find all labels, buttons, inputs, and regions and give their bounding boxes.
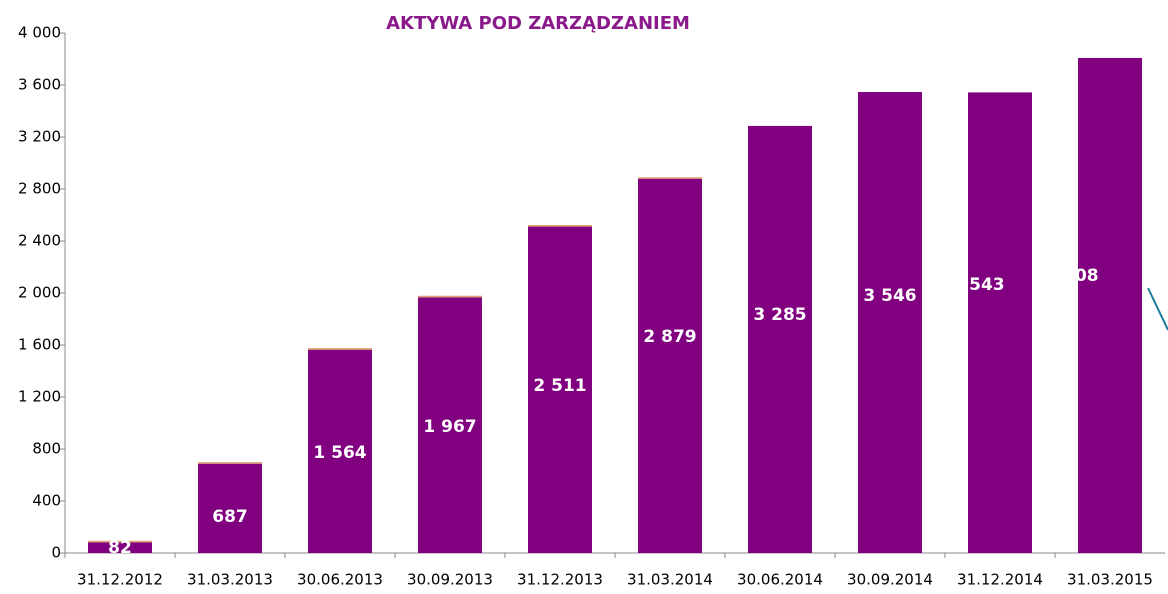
value-label: 1 967 (423, 417, 476, 437)
bar (528, 226, 592, 553)
annotation-line (1147, 287, 1168, 331)
bar (748, 125, 812, 553)
bar (858, 92, 922, 554)
chart-title: AKTYWA POD ZARZĄDZANIEM (386, 13, 690, 34)
bar (308, 348, 372, 350)
bar (638, 177, 702, 179)
y-tick-label: 0 (51, 544, 61, 562)
bar (308, 349, 372, 553)
y-tick-label: 4 000 (18, 24, 61, 42)
x-tick-label: 31.12.2014 (957, 571, 1043, 589)
bar (968, 92, 1032, 553)
bar (1078, 57, 1142, 554)
y-tick-label: 3 200 (18, 128, 61, 146)
x-tick-label: 30.09.2013 (407, 571, 493, 589)
y-tick-label: 800 (32, 440, 61, 458)
x-tick-label: 31.03.2014 (627, 571, 713, 589)
x-tick-label: 31.12.2013 (517, 571, 603, 589)
bar (198, 463, 262, 553)
bar (418, 295, 482, 298)
value-label: 687 (212, 507, 248, 527)
y-tick-label: 2 400 (18, 232, 61, 250)
value-label: 3 546 (863, 286, 916, 306)
value-label: 2 879 (643, 327, 696, 347)
bar (638, 178, 702, 554)
value-label: 2 511 (533, 376, 586, 396)
y-tick-label: 2 000 (18, 284, 61, 302)
bar (528, 225, 592, 227)
y-tick-label: 1 600 (18, 336, 61, 354)
x-tick-label: 31.03.2015 (1067, 571, 1153, 589)
value-label: 3 285 (753, 305, 806, 325)
bar (88, 542, 152, 553)
x-tick-label: 31.12.2012 (77, 571, 163, 589)
value-label: 1 564 (313, 443, 366, 463)
value-label: 82 (108, 538, 132, 558)
x-tick-label: 30.09.2014 (847, 571, 933, 589)
bar (88, 540, 152, 543)
value-label: 3 543 (951, 275, 1004, 295)
bar (198, 462, 262, 464)
y-tick-label: 400 (32, 492, 61, 510)
y-tick-label: 3 600 (18, 76, 61, 94)
y-tick-label: 1 200 (18, 388, 61, 406)
value-label: 3 808 (1045, 266, 1098, 286)
y-tick-label: 2 800 (18, 180, 61, 198)
x-tick-label: 30.06.2013 (297, 571, 383, 589)
x-tick-label: 31.03.2013 (187, 571, 273, 589)
x-tick-label: 30.06.2014 (737, 571, 823, 589)
bar (418, 297, 482, 553)
